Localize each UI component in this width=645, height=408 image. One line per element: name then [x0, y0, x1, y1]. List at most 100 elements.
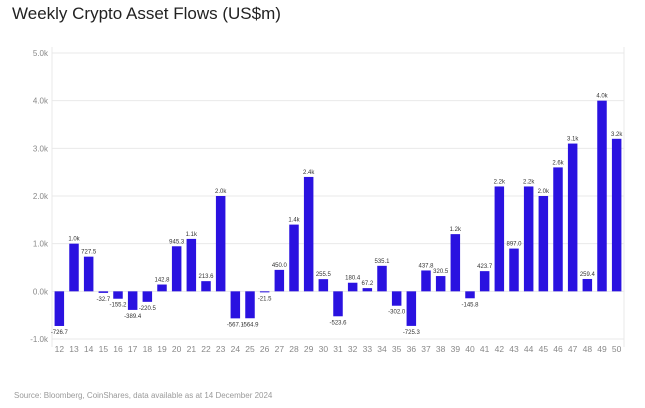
x-tick-label: 35 [392, 344, 402, 354]
x-tick-label: 48 [583, 344, 593, 354]
x-tick-label: 29 [304, 344, 314, 354]
data-label: 727.5 [81, 250, 97, 256]
data-label: 259.4 [580, 272, 596, 278]
x-tick-label: 16 [113, 344, 123, 354]
bar [318, 279, 329, 292]
x-tick-label: 30 [319, 344, 329, 354]
data-label: -220.5 [139, 306, 157, 312]
bar [171, 246, 182, 292]
x-tick-label: 46 [553, 344, 563, 354]
x-tick-label: 19 [157, 344, 167, 354]
x-tick-label: 44 [524, 344, 534, 354]
y-tick-label: -1.0k [30, 335, 49, 344]
x-tick-label: 50 [612, 344, 622, 354]
data-label: -726.7 [51, 330, 69, 336]
bar [333, 291, 343, 317]
y-tick-label: 1.0k [33, 240, 49, 249]
data-label: 450.0 [272, 263, 288, 269]
data-label: 255.5 [316, 272, 332, 278]
x-tick-label: 13 [69, 344, 79, 354]
data-label: 945.3 [169, 239, 185, 245]
bar [274, 269, 285, 292]
data-label: 423.7 [477, 264, 493, 270]
bar [538, 196, 549, 292]
data-label: -145.8 [461, 302, 479, 308]
bar [567, 143, 578, 292]
data-label: -302.0 [388, 310, 406, 316]
bar [113, 291, 123, 299]
x-tick-label: 31 [333, 344, 343, 354]
y-tick-label: 5.0k [33, 49, 49, 58]
bar [553, 167, 563, 292]
y-axis-ticks: -1.0k 0.0k 1.0k 2.0k 3.0k 4.0k 5.0k [30, 49, 49, 344]
x-tick-label: 38 [436, 344, 446, 354]
bar [465, 291, 475, 299]
data-labels: -726.7 1.0k 727.5 -32.7-155.2 -389.4 -220.5 14… [51, 94, 624, 336]
bar [523, 186, 534, 292]
data-label: 67.2 [361, 281, 373, 287]
x-tick-label: 14 [84, 344, 94, 354]
data-label: -567.1 [227, 322, 245, 328]
bar [186, 238, 197, 292]
x-tick-label: 22 [201, 344, 211, 354]
x-tick-label: 18 [143, 344, 153, 354]
x-tick-label: 42 [495, 344, 505, 354]
bar [406, 291, 417, 326]
bar [201, 281, 211, 292]
bar [142, 291, 153, 302]
bar [245, 291, 255, 319]
data-label: 2.4k [303, 170, 315, 176]
bar [377, 265, 387, 292]
x-tick-label: 21 [187, 344, 197, 354]
x-axis-ticks: 12 13 14 15 16 17 18 19 20 21 22 23 24 25 26 27 28 29 30 31… [55, 344, 622, 354]
bar [230, 291, 241, 319]
bar [509, 248, 519, 292]
bar [98, 291, 109, 293]
data-label: 2.6k [552, 160, 564, 166]
bar [597, 100, 607, 292]
y-tick-label: 0.0k [33, 287, 49, 296]
x-tick-label: 32 [348, 344, 358, 354]
data-label: 1.1k [186, 232, 198, 238]
y-tick-label: 2.0k [33, 192, 49, 201]
x-tick-label: 27 [275, 344, 285, 354]
x-tick-label: 43 [509, 344, 519, 354]
data-label: 2.0k [538, 189, 550, 195]
bar [289, 224, 299, 292]
x-tick-label: 25 [245, 344, 255, 354]
x-tick-label: 15 [99, 344, 109, 354]
data-label: -32.7 [96, 297, 110, 303]
data-label: 213.6 [198, 274, 214, 280]
chart-title: Weekly Crypto Asset Flows (US$m) [12, 4, 281, 23]
bar [435, 276, 446, 292]
x-tick-label: 39 [451, 344, 461, 354]
bar [362, 288, 373, 292]
bar [582, 278, 593, 292]
bar [259, 291, 270, 293]
bar [450, 234, 461, 292]
bar [215, 196, 226, 292]
bar [391, 291, 402, 306]
x-tick-label: 26 [260, 344, 270, 354]
data-label: 4.0k [596, 94, 608, 100]
data-label: -725.3 [403, 330, 421, 336]
data-label: 1.2k [450, 227, 462, 233]
bar [69, 243, 79, 292]
x-tick-label: 34 [377, 344, 387, 354]
x-tick-label: 41 [480, 344, 490, 354]
x-tick-label: 37 [421, 344, 431, 354]
data-label: 320.5 [433, 269, 449, 275]
bar [83, 256, 94, 292]
data-label: 180.4 [345, 276, 361, 282]
x-tick-label: 47 [568, 344, 578, 354]
data-label: 2.2k [494, 179, 506, 185]
x-tick-label: 12 [55, 344, 65, 354]
data-label: 535.1 [374, 259, 390, 265]
data-label: 437.8 [418, 263, 434, 269]
bar [54, 291, 65, 326]
x-tick-label: 23 [216, 344, 226, 354]
data-label: -21.5 [258, 296, 272, 302]
data-label: -523.6 [329, 320, 347, 326]
bar [494, 186, 505, 292]
bar [347, 282, 358, 292]
